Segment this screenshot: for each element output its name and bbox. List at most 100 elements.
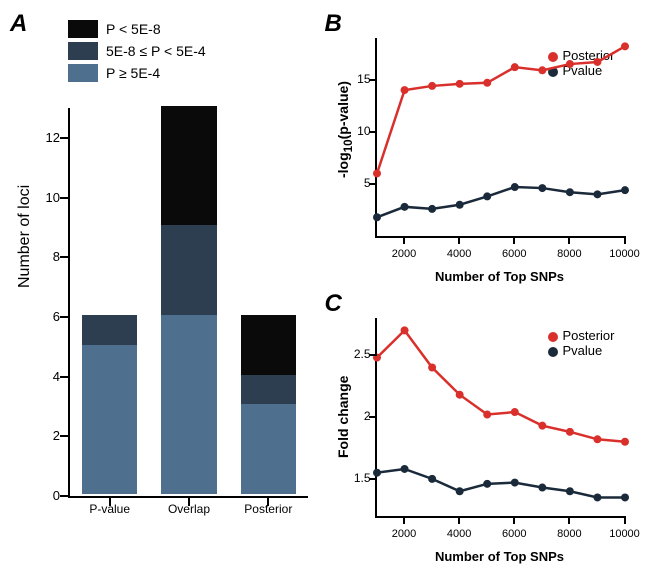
- panel-c-ylabel: Fold change: [335, 376, 351, 458]
- xtick: [568, 236, 570, 244]
- series-marker: [621, 438, 629, 446]
- series-marker: [428, 82, 436, 90]
- series-marker: [538, 422, 546, 430]
- xtick: [568, 516, 570, 524]
- series-marker: [593, 190, 601, 198]
- panel-right-column: B PosteriorPvalue 5101520004000600080001…: [325, 8, 642, 568]
- legend-label: 5E-8 ≤ P < 5E-4: [106, 43, 206, 59]
- yticklabel: 6: [40, 309, 60, 324]
- xticklabel: 6000: [496, 528, 532, 540]
- series-marker: [510, 408, 518, 416]
- ytick: [60, 316, 70, 318]
- xticklabel: Posterior: [229, 502, 308, 516]
- panel-b-chart: PosteriorPvalue 510152000400060008000100…: [375, 38, 625, 238]
- series-marker: [538, 66, 546, 74]
- panel-a: A P < 5E-8 5E-8 ≤ P < 5E-4 P ≥ 5E-4 024681…: [8, 8, 325, 568]
- panel-a-axes: 024681012P-valueOverlapPosterior: [68, 108, 308, 498]
- series-marker: [373, 469, 381, 477]
- series-marker: [565, 188, 573, 196]
- series-marker: [621, 42, 629, 50]
- yticklabel: 10: [40, 190, 60, 205]
- panel-b-label: B: [325, 10, 342, 38]
- xticklabel: 8000: [551, 528, 587, 540]
- xticklabel: 4000: [441, 248, 477, 260]
- series-marker: [483, 411, 491, 419]
- bar-segment: [241, 404, 297, 494]
- series-marker: [510, 63, 518, 71]
- series-marker: [373, 169, 381, 177]
- ytick: [60, 376, 70, 378]
- yticklabel: 2: [40, 428, 60, 443]
- series-marker: [621, 186, 629, 194]
- series-marker: [483, 480, 491, 488]
- series-line-pvalue: [377, 187, 625, 217]
- yticklabel: 12: [40, 130, 60, 145]
- series-marker: [538, 484, 546, 492]
- series-marker: [400, 86, 408, 94]
- bar-segment: [82, 315, 138, 345]
- xticklabel: 10000: [607, 528, 643, 540]
- bar-segment: [161, 225, 217, 315]
- xticklabel: 6000: [496, 248, 532, 260]
- series-marker: [593, 435, 601, 443]
- series-marker: [510, 479, 518, 487]
- series-marker: [373, 213, 381, 221]
- series-marker: [565, 60, 573, 68]
- xticklabel: 2000: [386, 248, 422, 260]
- yticklabel: 2.5: [345, 347, 371, 361]
- ytick: [60, 435, 70, 437]
- xtick: [403, 236, 405, 244]
- panel-c: C PosteriorPvalue 1.522.5200040006000800…: [325, 288, 642, 568]
- series-line-pvalue: [377, 469, 625, 497]
- yticklabel: 1.5: [345, 471, 371, 485]
- xtick: [403, 516, 405, 524]
- series-marker: [455, 201, 463, 209]
- panel-b-svg: [377, 38, 625, 236]
- xtick: [624, 516, 626, 524]
- xticklabel: 8000: [551, 248, 587, 260]
- bar-segment: [161, 106, 217, 225]
- xticklabel: 2000: [386, 528, 422, 540]
- xticklabel: P-value: [70, 502, 149, 516]
- xticklabel: Overlap: [149, 502, 228, 516]
- panel-a-label: A: [10, 10, 27, 38]
- panel-c-label: C: [325, 290, 342, 318]
- series-marker: [428, 475, 436, 483]
- xtick: [513, 236, 515, 244]
- legend-swatch: [68, 64, 98, 82]
- bar-posterior: [241, 315, 297, 494]
- bar-segment: [241, 375, 297, 405]
- panel-c-svg: [377, 318, 625, 516]
- legend-swatch: [68, 20, 98, 38]
- series-marker: [400, 465, 408, 473]
- bar-overlap: [161, 106, 217, 494]
- yticklabel: 8: [40, 249, 60, 264]
- xtick: [513, 516, 515, 524]
- bar-segment: [82, 345, 138, 494]
- xtick: [458, 236, 460, 244]
- legend-row: 5E-8 ≤ P < 5E-4: [68, 40, 206, 62]
- panel-a-legend: P < 5E-8 5E-8 ≤ P < 5E-4 P ≥ 5E-4: [68, 18, 206, 84]
- series-marker: [510, 183, 518, 191]
- series-marker: [428, 364, 436, 372]
- panel-a-ylabel: Number of loci: [16, 185, 34, 288]
- series-marker: [483, 79, 491, 87]
- series-marker: [593, 493, 601, 501]
- bar-p-value: [82, 315, 138, 494]
- bar-segment: [161, 315, 217, 494]
- panel-b-ylabel: -log10(p-value): [335, 81, 355, 178]
- series-marker: [455, 391, 463, 399]
- panel-c-xlabel: Number of Top SNPs: [375, 549, 625, 564]
- ytick: [60, 256, 70, 258]
- panel-b-xlabel: Number of Top SNPs: [375, 269, 625, 284]
- legend-row: P ≥ 5E-4: [68, 62, 206, 84]
- series-marker: [565, 487, 573, 495]
- panel-c-chart: PosteriorPvalue 1.522.520004000600080001…: [375, 318, 625, 518]
- legend-row: P < 5E-8: [68, 18, 206, 40]
- legend-label: P ≥ 5E-4: [106, 65, 160, 81]
- series-marker: [455, 80, 463, 88]
- ytick: [60, 137, 70, 139]
- series-marker: [565, 428, 573, 436]
- xticklabel: 10000: [607, 248, 643, 260]
- series-line-posterior: [377, 46, 625, 173]
